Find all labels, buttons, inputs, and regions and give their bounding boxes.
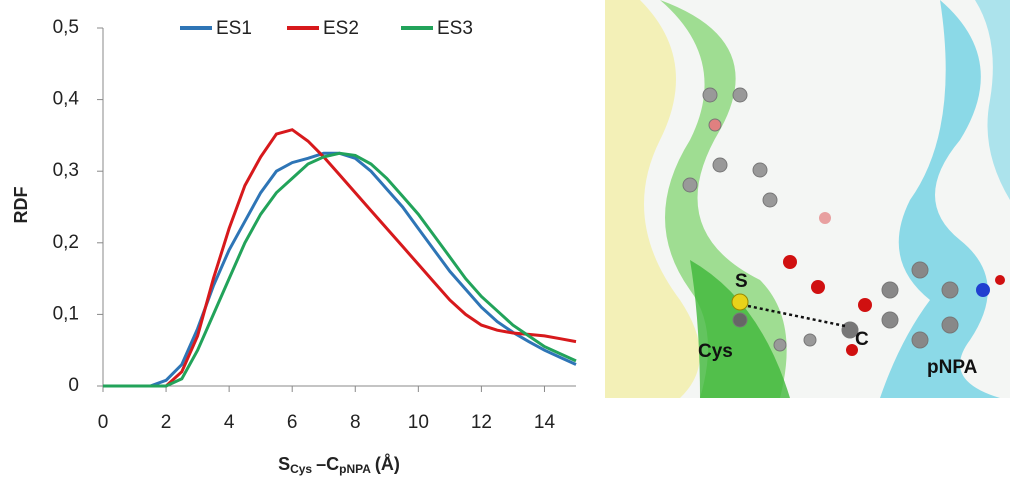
- molecule-panel: S C Cys pNPA: [605, 0, 1010, 398]
- x-title-part: S: [278, 454, 290, 474]
- y-tick-label: 0,5: [53, 17, 79, 38]
- x-title-part: –C: [316, 454, 339, 474]
- residue-label: Cys: [698, 341, 733, 362]
- y-axis-title: RDF: [11, 187, 31, 224]
- x-axis-title: SCys –CpNPA (Å): [278, 454, 400, 476]
- x-tick-label: 10: [408, 412, 429, 433]
- x-tick-label: 14: [534, 412, 556, 433]
- series-line: [103, 151, 577, 388]
- y-tick-label: 0,2: [53, 232, 79, 253]
- x-tick-label: 4: [224, 412, 235, 433]
- series-line: [103, 151, 577, 388]
- x-title-sub: pNPA: [339, 462, 371, 476]
- x-tick-label: 0: [98, 412, 109, 433]
- legend-label: ES3: [437, 18, 473, 39]
- x-tick-label: 6: [287, 412, 298, 433]
- series-line: [103, 128, 577, 388]
- residue-label: pNPA: [927, 357, 978, 378]
- x-tick-label: 8: [350, 412, 361, 433]
- x-tick-label: 2: [161, 412, 172, 433]
- atom-label: S: [735, 271, 748, 292]
- x-title-sub: Cys: [290, 462, 312, 476]
- x-tick-label: 12: [471, 412, 492, 433]
- x-title-part: (Å): [375, 454, 400, 474]
- legend-label: ES2: [323, 18, 359, 39]
- y-tick-label: 0,1: [53, 303, 79, 324]
- y-tick-label: 0,4: [53, 89, 80, 110]
- legend-label: ES1: [216, 18, 252, 39]
- y-tick-label: 0,3: [53, 160, 79, 181]
- y-tick-label: 0: [68, 375, 79, 396]
- atom-label: C: [855, 329, 869, 350]
